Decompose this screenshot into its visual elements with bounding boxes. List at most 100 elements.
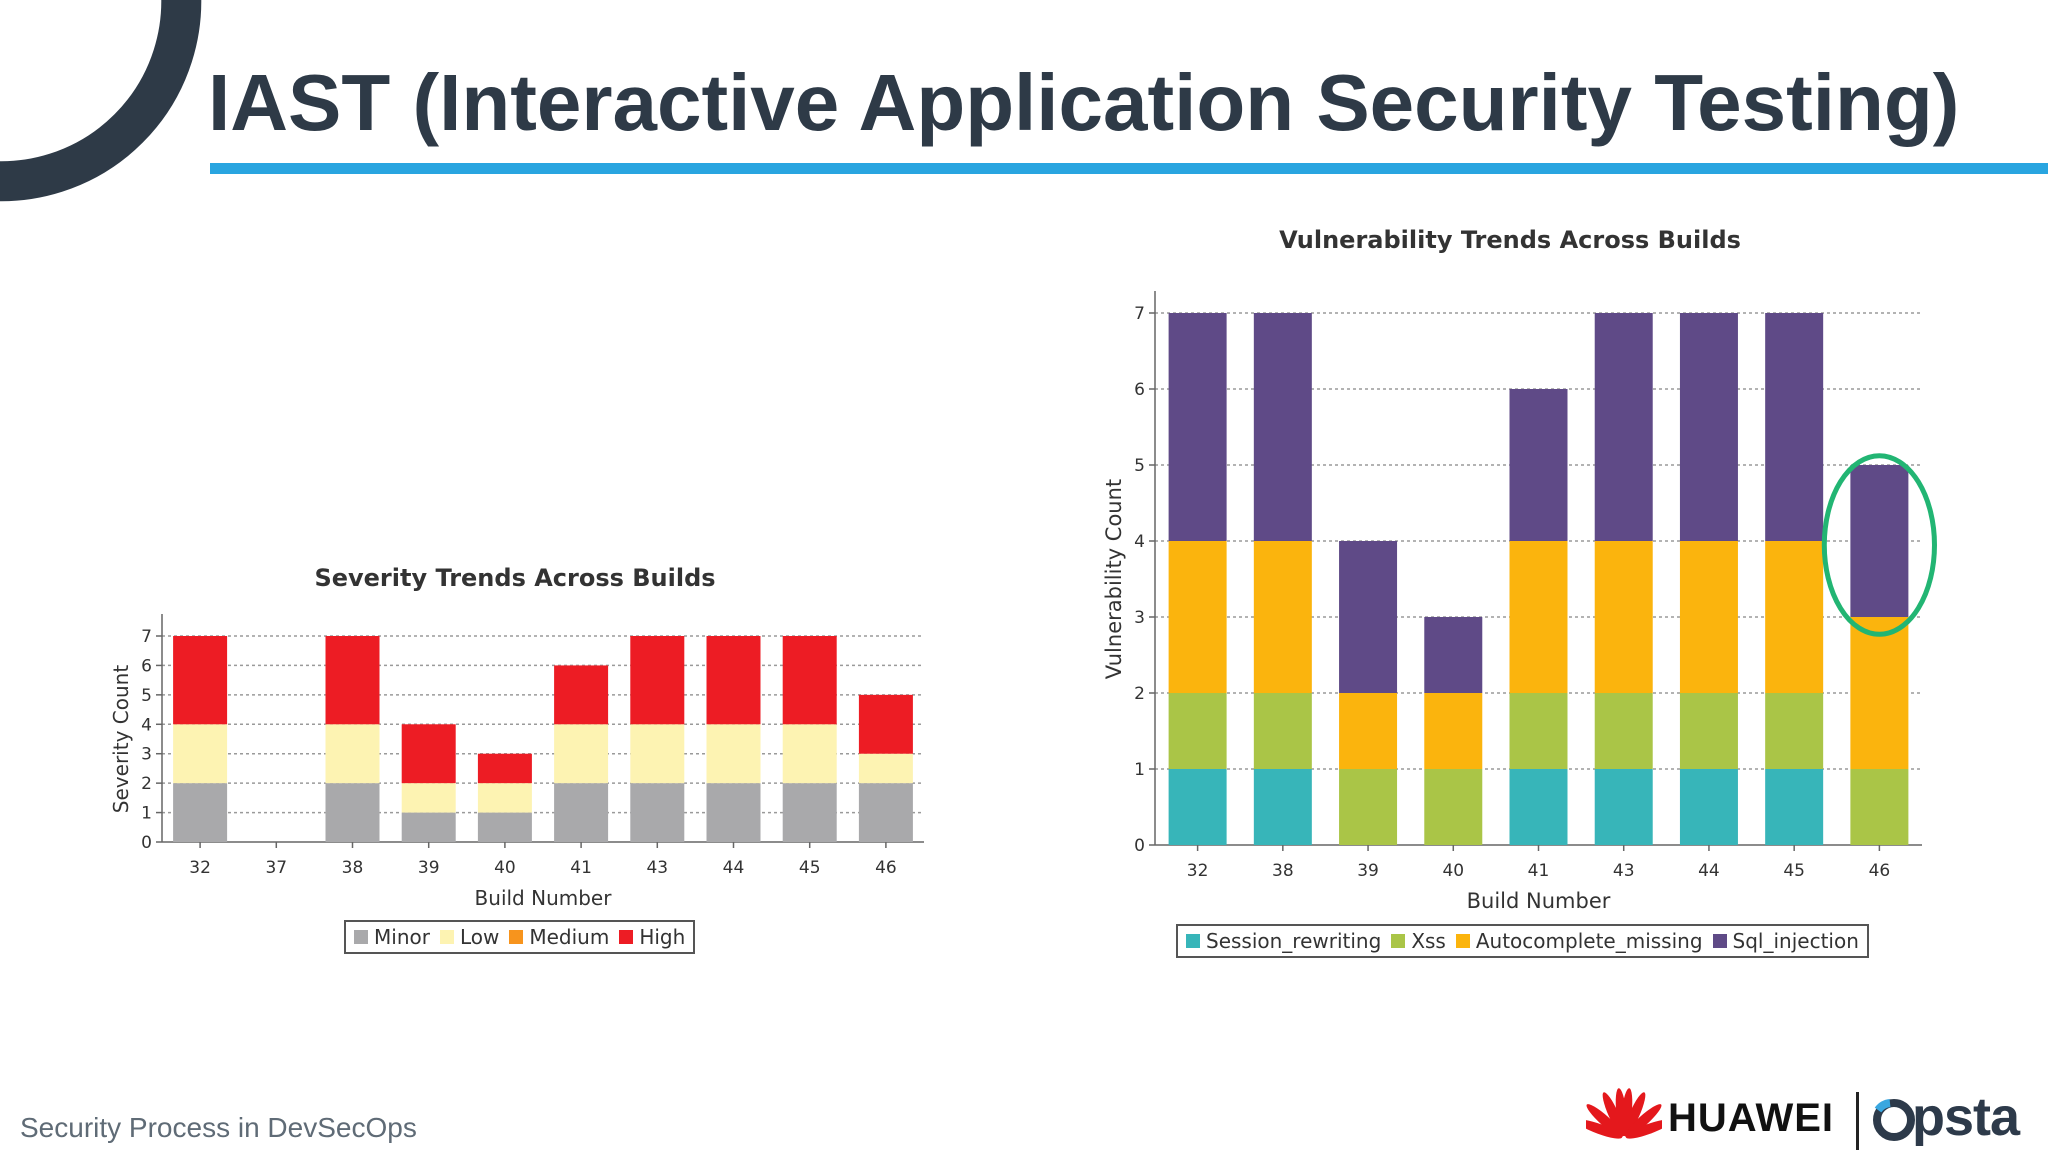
bar-segment bbox=[1765, 313, 1824, 541]
x-tick-label: 46 bbox=[875, 858, 897, 878]
bar-segment bbox=[1850, 617, 1909, 769]
bar-segment bbox=[325, 783, 380, 842]
bar-segment bbox=[1765, 769, 1824, 845]
bar-segment bbox=[1424, 693, 1483, 769]
bar-segment bbox=[173, 724, 228, 784]
legend-swatch bbox=[509, 930, 524, 944]
bar-segment bbox=[1253, 769, 1312, 845]
x-tick-label: 39 bbox=[418, 858, 440, 878]
legend-item: Medium bbox=[509, 925, 609, 949]
legend-swatch bbox=[1391, 934, 1406, 948]
bar-segment bbox=[1339, 693, 1398, 769]
legend-swatch bbox=[354, 930, 368, 944]
bar-segment bbox=[477, 753, 532, 784]
bar-segment bbox=[554, 724, 609, 784]
bar-segment bbox=[706, 783, 761, 842]
y-tick-label: 4 bbox=[1134, 532, 1145, 552]
bar-segment bbox=[1168, 313, 1227, 541]
bar-segment bbox=[1765, 541, 1824, 693]
legend-label: Medium bbox=[529, 925, 610, 949]
bar-segment bbox=[401, 724, 456, 784]
bar-segment bbox=[1679, 541, 1738, 693]
opsta-logo-icon bbox=[1873, 1099, 1915, 1141]
bar-segment bbox=[554, 783, 609, 842]
bar-segment bbox=[858, 783, 913, 842]
bar-segment bbox=[1253, 541, 1312, 693]
y-tick-label: 3 bbox=[1134, 608, 1145, 628]
legend-item: Sql_injection bbox=[1712, 929, 1859, 953]
legend-label: Autocomplete_missing bbox=[1475, 929, 1703, 953]
legend-item: Xss bbox=[1391, 929, 1446, 953]
bar-segment bbox=[401, 812, 456, 842]
bar-segment bbox=[630, 783, 685, 842]
bar-segment bbox=[1424, 769, 1483, 845]
bar-segment bbox=[1509, 769, 1568, 845]
y-tick-label: 2 bbox=[1134, 684, 1145, 704]
x-tick-label: 44 bbox=[723, 858, 745, 878]
x-tick-label: 45 bbox=[799, 858, 821, 878]
x-tick-label: 40 bbox=[1442, 861, 1464, 881]
y-tick-label: 7 bbox=[1134, 304, 1145, 324]
logo-divider bbox=[1856, 1092, 1859, 1150]
y-tick-label: 0 bbox=[1134, 836, 1145, 856]
bar-segment bbox=[1168, 693, 1227, 769]
y-tick-label: 5 bbox=[141, 686, 152, 706]
bar-segment bbox=[1679, 693, 1738, 769]
legend-label: Sql_injection bbox=[1732, 929, 1859, 953]
bar-segment bbox=[1679, 769, 1738, 845]
legend-swatch bbox=[619, 930, 634, 944]
bar-segment bbox=[325, 724, 380, 784]
bar-segment bbox=[1679, 313, 1738, 541]
bar-segment bbox=[173, 783, 228, 842]
x-tick-label: 43 bbox=[646, 858, 668, 878]
bar-segment bbox=[858, 694, 913, 754]
chart-title: Severity Trends Across Builds bbox=[314, 564, 715, 592]
legend-item: High bbox=[619, 925, 685, 949]
bar-segment bbox=[477, 783, 532, 813]
legend-label: High bbox=[639, 925, 686, 949]
legend-item: Low bbox=[439, 925, 500, 949]
y-tick-label: 6 bbox=[141, 656, 152, 676]
x-tick-label: 40 bbox=[494, 858, 516, 878]
bar-segment bbox=[325, 636, 380, 725]
bar-segment bbox=[1509, 541, 1568, 693]
bar-segment bbox=[1509, 389, 1568, 541]
decorative-arc bbox=[0, 0, 202, 202]
legend-swatch bbox=[1455, 934, 1470, 948]
legend-swatch bbox=[1712, 934, 1727, 948]
bar-segment bbox=[1594, 693, 1653, 769]
bar-segment bbox=[1253, 693, 1312, 769]
bar-segment bbox=[782, 636, 837, 725]
x-tick-label: 46 bbox=[1869, 861, 1891, 881]
bar-segment bbox=[1765, 693, 1824, 769]
legend-item: Session_rewriting bbox=[1186, 929, 1381, 953]
y-tick-label: 1 bbox=[1134, 760, 1145, 780]
bar-segment bbox=[1168, 541, 1227, 693]
footer-text: Security Process in DevSecOps bbox=[20, 1112, 417, 1143]
huawei-wordmark: HUAWEI bbox=[1668, 1096, 1834, 1140]
x-tick-label: 45 bbox=[1783, 861, 1805, 881]
legend-item: Minor bbox=[354, 925, 430, 949]
bar-segment bbox=[1509, 693, 1568, 769]
x-tick-label: 38 bbox=[1272, 861, 1294, 881]
y-tick-label: 2 bbox=[141, 774, 152, 794]
bar-segment bbox=[782, 783, 837, 842]
highlight-circle bbox=[1821, 453, 1937, 637]
y-tick-label: 0 bbox=[141, 833, 152, 853]
bar-segment bbox=[173, 636, 228, 725]
x-tick-label: 44 bbox=[1698, 861, 1720, 881]
legend-item: Autocomplete_missing bbox=[1455, 929, 1703, 953]
bar-segment bbox=[782, 724, 837, 784]
bar-segment bbox=[1850, 769, 1909, 845]
legend-label: Low bbox=[459, 925, 500, 949]
bar-segment bbox=[1594, 313, 1653, 541]
x-axis-label: Build Number bbox=[475, 886, 613, 910]
x-tick-label: 41 bbox=[1528, 861, 1550, 881]
bar-segment bbox=[858, 753, 913, 784]
opsta-wordmark: psta bbox=[1912, 1087, 2020, 1147]
y-axis-label: Severity Count bbox=[109, 665, 133, 814]
x-tick-label: 41 bbox=[570, 858, 592, 878]
x-tick-label: 32 bbox=[1187, 861, 1209, 881]
